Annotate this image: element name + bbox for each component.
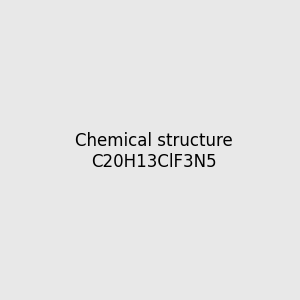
Text: Chemical structure
C20H13ClF3N5: Chemical structure C20H13ClF3N5 (75, 132, 232, 171)
